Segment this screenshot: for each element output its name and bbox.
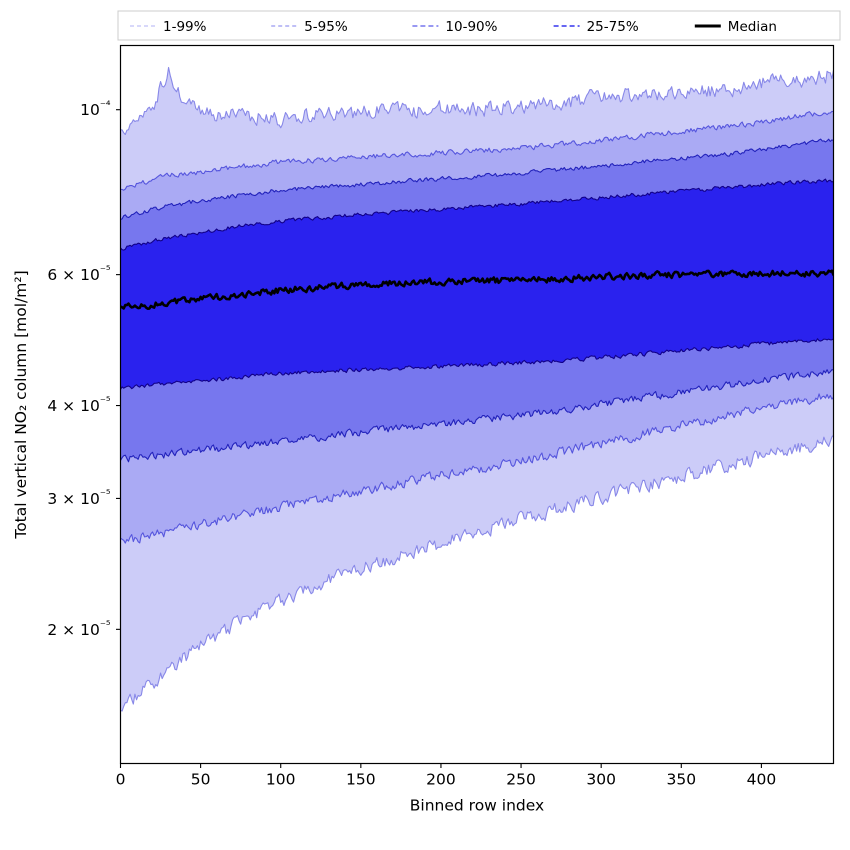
chart-legend: 1-99% 5-95% 10-90% 25-75% Median: [117, 10, 841, 41]
y-axis-title: Total vertical NO₂ column [mol/m²]: [12, 270, 30, 539]
x-tick-label: 50: [191, 771, 211, 789]
y-tick-label: 2 × 10⁻⁵: [47, 618, 111, 639]
percentile-edge-lines: [120, 66, 834, 712]
y-tick-label: 4 × 10⁻⁵: [47, 394, 111, 415]
x-tick-label: 150: [346, 771, 376, 789]
percentile-bands: [120, 67, 834, 712]
band-5-95-edge: [120, 393, 834, 544]
x-tick-label: 350: [666, 771, 696, 789]
x-tick-label: 200: [426, 771, 456, 789]
median-series-line: [120, 269, 834, 311]
band-10-90-edge: [120, 138, 834, 220]
y-tick-label: 3 × 10⁻⁵: [47, 487, 111, 508]
axes: [116, 44, 835, 768]
x-tick-label: 300: [586, 771, 616, 789]
band-1-99-edge: [120, 434, 834, 712]
x-axis-title: Binned row index: [410, 797, 544, 815]
legend-label-5-95: 5-95%: [304, 19, 348, 35]
y-tick-label: 10⁻⁴: [80, 98, 111, 119]
y-tick-label: 6 × 10⁻⁵: [47, 263, 111, 284]
band-5-95-edge: [120, 110, 834, 191]
legend-label-25-75: 25-75%: [587, 19, 639, 35]
band-25-75-edge: [120, 178, 834, 251]
legend-label-median: Median: [728, 19, 777, 35]
x-tick-label: 100: [266, 771, 296, 789]
band-25-75: [120, 179, 834, 390]
legend-label-1-99: 1-99%: [163, 19, 207, 35]
band-1-99-edge: [120, 66, 834, 135]
axis-labels: 0 50 100 150 200 250 300 350 400 2 × 10⁻⁵ 3 × 10⁻⁵…: [12, 98, 776, 814]
band-10-90-edge: [120, 369, 834, 463]
band-25-75-edge: [120, 338, 834, 390]
x-tick-label: 250: [506, 771, 536, 789]
median-line: [120, 269, 834, 311]
legend-label-10-90: 10-90%: [445, 19, 497, 35]
x-tick-label: 400: [747, 771, 777, 789]
x-tick-label: 0: [116, 771, 126, 789]
plot-frame: [119, 44, 835, 765]
